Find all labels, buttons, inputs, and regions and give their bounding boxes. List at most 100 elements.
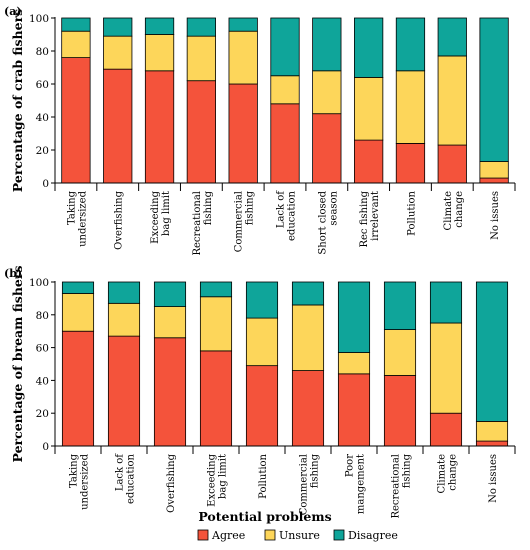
bar-a-0-disagree: [61, 17, 91, 32]
bar-b-6-agree: [337, 373, 371, 447]
bar-a-0-unsure: [61, 30, 91, 59]
bar-b-1-unsure: [107, 302, 141, 337]
bar-a-6-agree: [312, 113, 342, 184]
bar-b-7-disagree: [383, 281, 417, 330]
bar-a-10-disagree: [479, 17, 509, 162]
bar-b-0-disagree: [61, 281, 95, 294]
bar-b-9-agree: [475, 440, 509, 447]
y-tick-label-b-80: 80: [36, 310, 49, 322]
y-tick-label-a-20: 20: [36, 145, 49, 157]
bar-b-3-unsure: [199, 296, 233, 352]
bar-b-8-disagree: [429, 281, 463, 324]
y-tick-label-b-40: 40: [36, 375, 49, 387]
category-label-a-1: Overfishing: [114, 190, 125, 249]
y-tick-label-a-60: 60: [36, 79, 49, 91]
bar-a-10-agree: [479, 177, 509, 184]
category-label-a-10: No issues: [490, 191, 501, 240]
legend-label-disagree: Disagree: [348, 529, 398, 542]
category-label-a-5: Lack ofeducation: [276, 190, 298, 241]
bar-b-4-agree: [245, 365, 279, 447]
bar-a-9-disagree: [437, 17, 467, 57]
bar-a-2-unsure: [144, 34, 175, 72]
y-tick-label-a-100: 100: [29, 13, 49, 25]
y-tick-label-b-60: 60: [36, 343, 49, 355]
y-axis-label-b: Percentage of bream fishers: [10, 266, 25, 463]
bar-b-1-agree: [107, 335, 141, 447]
category-label-b-5: Commercialfishing: [299, 453, 321, 515]
bar-b-5-disagree: [291, 281, 325, 306]
bar-a-1-agree: [103, 68, 133, 184]
category-label-b-0: Takingundersized: [69, 453, 91, 509]
bar-a-6-disagree: [312, 17, 342, 72]
category-label-a-9: Climatechange: [443, 191, 465, 231]
category-label-b-1: Lack ofeducation: [115, 453, 137, 504]
y-tick-label-a-80: 80: [36, 46, 49, 58]
y-tick-label-b-100: 100: [29, 277, 49, 289]
panel-label-b: (b): [4, 267, 22, 280]
bar-b-0-unsure: [61, 293, 95, 332]
bar-a-1-unsure: [103, 35, 133, 70]
legend-label-unsure: Unsure: [279, 529, 320, 542]
bar-b-3-disagree: [199, 281, 233, 298]
category-label-b-8: Climatechange: [437, 454, 459, 494]
bar-a-8-disagree: [395, 17, 426, 72]
category-label-b-2: Overfishing: [166, 453, 177, 512]
bar-a-7-unsure: [354, 77, 384, 141]
bar-b-3-agree: [199, 350, 233, 447]
category-label-a-4: Commercialfishing: [234, 190, 256, 252]
bar-b-8-agree: [429, 412, 463, 447]
bar-a-4-disagree: [228, 17, 258, 32]
bar-a-8-unsure: [395, 70, 426, 144]
bar-b-1-disagree: [107, 281, 141, 304]
category-label-a-0: Takingundersized: [66, 190, 88, 246]
legend: Potential problems Agree Unsure Disagree: [197, 509, 398, 542]
bar-a-3-unsure: [186, 35, 216, 82]
category-label-b-3: Exceedingbag limit: [207, 453, 229, 506]
category-label-a-6: Short closedseason: [317, 190, 339, 254]
category-label-a-2: Exceedingbag limit: [150, 190, 172, 243]
bar-a-0-agree: [61, 57, 91, 184]
bar-b-9-disagree: [475, 281, 509, 422]
bar-b-0-agree: [61, 330, 95, 447]
category-label-a-7: Rec fishingirrelevant: [359, 190, 381, 247]
bar-a-4-unsure: [228, 30, 258, 85]
bar-b-8-unsure: [429, 322, 463, 414]
bar-a-7-disagree: [354, 17, 384, 78]
bar-a-7-agree: [354, 139, 384, 184]
bar-a-5-agree: [270, 103, 300, 184]
bar-a-9-unsure: [437, 55, 467, 146]
panel-a-chart: (a)Percentage of crab fishers 0 20 40 60 80 10…: [4, 5, 516, 256]
category-label-b-7: Recreationalfishing: [391, 453, 413, 518]
legend-label-agree: Agree: [211, 529, 245, 542]
panel-b-chart: (b)Percentage of bream fishers 0 20 40 60 80 1…: [4, 266, 516, 519]
legend-title: Potential problems: [198, 509, 331, 524]
bar-b-6-disagree: [337, 281, 371, 353]
y-tick-label-b-0: 0: [42, 441, 49, 453]
bar-b-5-agree: [291, 370, 325, 447]
category-label-b-9: No issues: [488, 454, 499, 503]
bar-a-2-disagree: [144, 17, 175, 35]
bar-b-6-unsure: [337, 352, 371, 375]
bar-b-2-agree: [153, 337, 187, 447]
bar-a-9-agree: [437, 144, 467, 184]
y-axis-label-a: Percentage of crab fishers: [10, 9, 25, 192]
category-label-a-8: Pollution: [406, 190, 417, 235]
bar-b-4-unsure: [245, 317, 279, 367]
legend-swatch-agree: [197, 529, 209, 541]
bar-a-1-disagree: [103, 17, 133, 37]
y-tick-label-b-20: 20: [36, 408, 49, 420]
category-label-a-3: Recreationalfishing: [192, 190, 214, 255]
bar-a-10-unsure: [479, 161, 509, 179]
y-tick-label-a-40: 40: [36, 112, 49, 124]
bar-a-2-agree: [144, 70, 175, 184]
bar-b-7-agree: [383, 375, 417, 447]
bar-a-3-agree: [186, 80, 216, 184]
bar-a-5-disagree: [270, 17, 300, 77]
y-tick-label-a-0: 0: [42, 178, 49, 190]
bar-b-7-unsure: [383, 329, 417, 376]
category-label-b-4: Pollution: [258, 453, 269, 498]
legend-swatch-disagree: [333, 529, 345, 541]
bar-a-6-unsure: [312, 70, 342, 115]
bar-b-2-disagree: [153, 281, 187, 308]
